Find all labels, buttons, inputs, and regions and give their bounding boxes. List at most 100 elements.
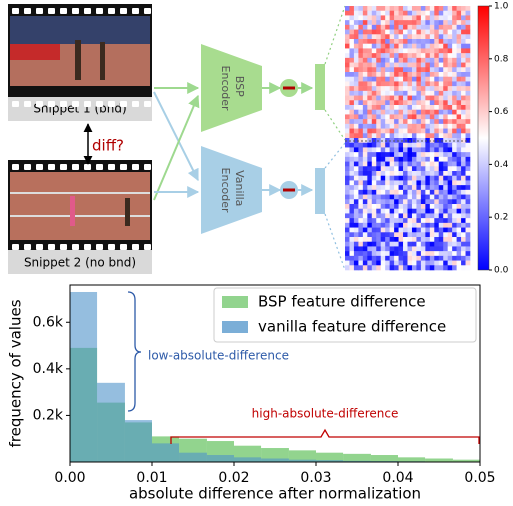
heatmap-cell [411, 6, 417, 12]
heatmap-cell [416, 39, 422, 45]
heatmap-cell [380, 166, 386, 172]
heatmap-cell [358, 241, 364, 247]
heatmap-cell [447, 109, 453, 115]
heatmap-cell [345, 43, 350, 49]
heatmap-cell [394, 222, 399, 228]
heatmap-cell [407, 241, 413, 247]
heatmap-cell [425, 156, 431, 162]
heatmap-cell [465, 171, 471, 177]
heatmap-cell [358, 218, 364, 224]
heatmap-cell [452, 251, 457, 257]
heatmap-cell [407, 109, 413, 115]
heatmap-cell [380, 53, 386, 59]
heatmap-cell [447, 161, 453, 167]
heatmap-cell [371, 81, 377, 87]
heatmap-cell [376, 6, 382, 12]
heatmap-cell [349, 142, 355, 148]
heatmap-cell [411, 24, 417, 30]
heatmap-cell [362, 227, 368, 233]
heatmap-cell [425, 29, 431, 35]
heatmap-cell [411, 53, 417, 59]
heatmap-cell [465, 109, 471, 115]
heatmap-cell [443, 119, 448, 125]
heatmap-cell [429, 251, 435, 257]
heatmap-cell [465, 189, 471, 195]
heatmap-cell [349, 20, 355, 26]
heatmap-cell [447, 67, 453, 73]
heatmap-cell [345, 213, 350, 219]
heatmap-cell [389, 24, 395, 30]
heatmap-cell [349, 53, 355, 59]
heatmap-cell [353, 128, 359, 134]
heatmap-cell [371, 147, 377, 153]
heatmap-cell [456, 100, 462, 106]
heatmap-cell [465, 138, 471, 144]
heatmap-cell [371, 109, 377, 115]
heatmap-cell [420, 81, 426, 87]
heatmap-cell [371, 67, 377, 73]
film-hole [96, 8, 103, 14]
heatmap-cell [358, 39, 364, 45]
heatmap-cell [376, 34, 382, 40]
heatmap-cell [376, 62, 382, 68]
heatmap-cell [407, 204, 413, 210]
x-tick-label: 0.00 [54, 470, 85, 486]
heatmap-cell [371, 251, 377, 257]
heatmap-cell [425, 76, 431, 82]
heatmap-cell [394, 119, 399, 125]
heatmap-cell [443, 251, 448, 257]
heatmap-cell [425, 194, 431, 200]
heatmap-cell [438, 34, 444, 40]
heatmap-cell [411, 123, 417, 129]
heatmap-cell [434, 232, 440, 238]
heatmap-cell [385, 166, 390, 172]
heatmap-cell [420, 29, 426, 35]
heatmap-cell [434, 20, 440, 26]
heatmap-cell [438, 255, 444, 261]
heatmap-cell [376, 156, 382, 162]
heatmap-cell [420, 227, 426, 233]
heatmap-cell [389, 76, 395, 82]
heatmap-cell [380, 204, 386, 210]
heatmap-cell [385, 260, 390, 266]
film-hole [48, 101, 55, 107]
heatmap-cell [443, 39, 448, 45]
heatmap-cell [461, 260, 466, 266]
heatmap-cell [362, 72, 368, 78]
heatmap-cell [345, 39, 350, 45]
heatmap-cell [438, 152, 444, 158]
legend-label: vanilla feature difference [258, 318, 446, 336]
heatmap-cell [438, 6, 444, 12]
heatmap-cell [376, 128, 382, 134]
heatmap-cell [403, 128, 408, 134]
heatmap-cell [411, 72, 417, 78]
heatmap-cell [345, 123, 350, 129]
heatmap-cell [349, 194, 355, 200]
heatmap-cell [416, 105, 422, 111]
heatmap-cell [362, 251, 368, 257]
heatmap-cell [398, 62, 404, 68]
heatmap-cell [456, 123, 462, 129]
heatmap-cell [456, 255, 462, 261]
heatmap-cell [345, 53, 350, 59]
heatmap-cell [425, 43, 431, 49]
heatmap-cell [389, 175, 395, 181]
heatmap-cell [398, 86, 404, 92]
heatmap-cell [465, 95, 471, 101]
heatmap-cell [420, 251, 426, 257]
heatmap-cell [371, 232, 377, 238]
heatmap-cell [389, 185, 395, 191]
heatmap-cell [416, 189, 422, 195]
heatmap-cell [452, 100, 457, 106]
heatmap-cell [358, 109, 364, 115]
heatmap-cell [434, 171, 440, 177]
heatmap-cell [367, 208, 373, 214]
heatmap-cell [416, 241, 422, 247]
heatmap-cell [434, 100, 440, 106]
heatmap-cell [403, 10, 408, 16]
heatmap-cell [416, 43, 422, 49]
heatmap-cell [362, 241, 368, 247]
heatmap-cell [367, 90, 373, 96]
heatmap-cell [394, 241, 399, 247]
heatmap-cell [465, 251, 471, 257]
